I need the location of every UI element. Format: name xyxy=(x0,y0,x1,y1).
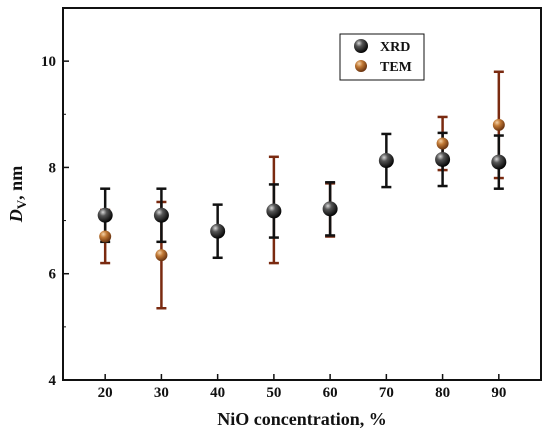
y-axis-label-unit: , nm xyxy=(6,166,26,200)
point-tem-20 xyxy=(99,230,112,243)
error-bars xyxy=(100,70,504,310)
point-tem-90 xyxy=(492,118,505,131)
point-xrd-80 xyxy=(435,151,451,167)
x-tick-label-20: 20 xyxy=(98,385,113,401)
y-tick-label-10: 10 xyxy=(41,54,56,70)
y-axis-label-sub: V xyxy=(14,199,29,209)
svg-text:DV, nm: DV, nm xyxy=(6,166,29,223)
x-tick-label-40: 40 xyxy=(210,385,225,401)
legend-label-xrd: XRD xyxy=(380,40,410,55)
x-tick-label-50: 50 xyxy=(266,385,281,401)
point-xrd-30 xyxy=(153,207,169,223)
x-tick-label-60: 60 xyxy=(323,385,338,401)
point-xrd-20 xyxy=(97,207,113,223)
legend-box xyxy=(339,33,425,81)
plot-frame xyxy=(62,7,542,381)
x-tick-label-90: 90 xyxy=(491,385,506,401)
point-tem-30 xyxy=(155,249,168,262)
x-tick-label-70: 70 xyxy=(379,385,394,401)
point-xrd-70 xyxy=(378,153,394,169)
y-axis-label-main: D xyxy=(6,209,26,223)
point-xrd-90 xyxy=(491,154,507,170)
x-axis-label: NiO concentration, % xyxy=(217,409,386,429)
data-markers xyxy=(97,118,507,262)
point-tem-80 xyxy=(436,137,449,150)
y-tick-label-6: 6 xyxy=(49,267,57,283)
x-tick-label-80: 80 xyxy=(435,385,450,401)
x-tick-label-30: 30 xyxy=(154,385,169,401)
point-xrd-60 xyxy=(322,201,338,217)
y-axis-ticks: 4 6 8 10 xyxy=(41,7,69,389)
y-axis-label: DV, nm xyxy=(6,166,29,223)
legend-label-tem: TEM xyxy=(380,60,412,75)
point-xrd-40 xyxy=(210,223,226,239)
x-axis-ticks: 20 30 40 50 60 70 80 90 xyxy=(98,374,506,401)
point-xrd-50 xyxy=(266,203,282,219)
legend-marker-tem xyxy=(355,60,367,72)
y-tick-label-8: 8 xyxy=(49,160,57,176)
legend-marker-xrd xyxy=(354,39,368,53)
y-tick-label-4: 4 xyxy=(49,373,57,389)
legend: XRD TEM xyxy=(339,33,425,81)
